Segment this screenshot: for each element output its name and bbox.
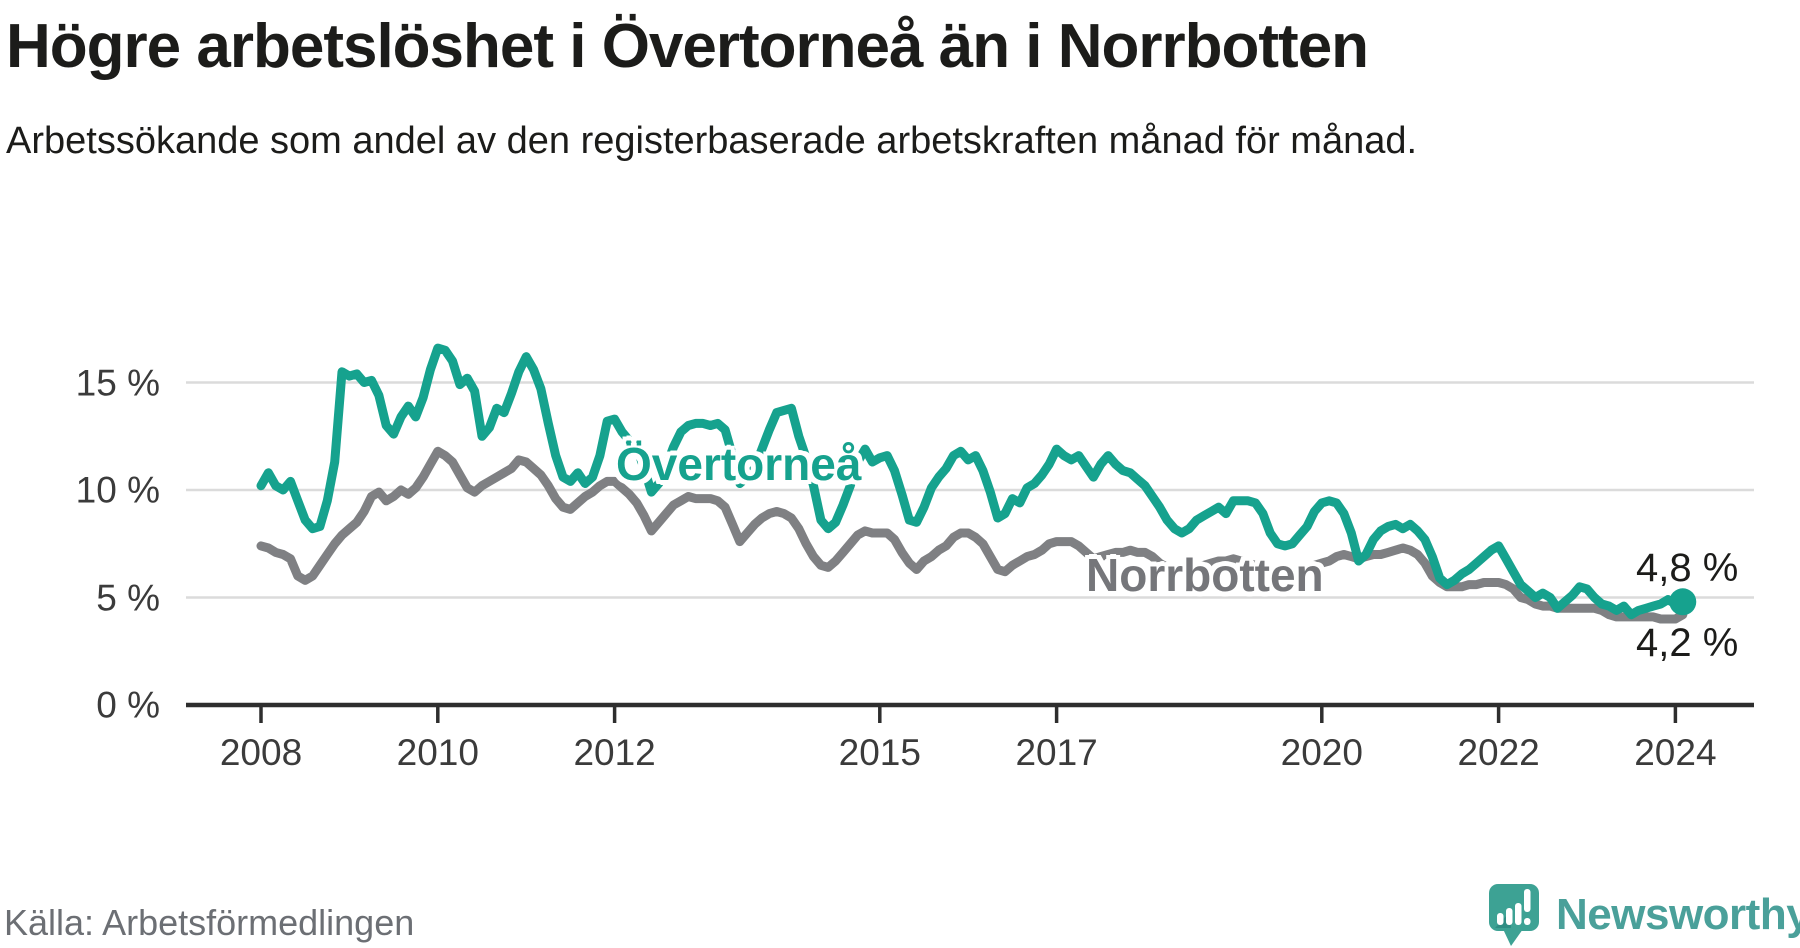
series-label-norrbotten: Norrbotten [1086, 549, 1324, 601]
y-tick-label: 10 % [75, 469, 160, 511]
newsworthy-logo-text: Newsworthy [1556, 890, 1800, 939]
x-tick-label: 2010 [396, 732, 479, 773]
x-tick-label: 2022 [1457, 732, 1540, 773]
x-tick-label: 2020 [1280, 732, 1363, 773]
series-label-overtornea: Övertorneå [616, 438, 862, 490]
x-tick-label: 2017 [1015, 732, 1098, 773]
end-value-label-norrbotten: 4,2 % [1636, 621, 1739, 665]
series-line-overtornea [256, 343, 1688, 620]
chart-title: Högre arbetslöshet i Övertorneå än i Nor… [6, 12, 1369, 81]
x-tick-label: 2024 [1634, 732, 1717, 773]
series-line-norrbotten [256, 446, 1688, 624]
source-note: Källa: Arbetsförmedlingen [4, 902, 415, 943]
end-point-marker [1669, 588, 1697, 616]
chart-subtitle: Arbetssökande som andel av den registerb… [6, 120, 1418, 162]
x-tick-label: 2015 [838, 732, 921, 773]
end-value-label-overtornea: 4,8 % [1636, 546, 1739, 590]
y-tick-label: 5 % [96, 577, 160, 618]
newsworthy-logo-icon [1489, 884, 1539, 946]
y-tick-label: 15 % [75, 362, 160, 403]
x-tick-label: 2008 [219, 732, 303, 773]
x-tick-label: 2012 [573, 732, 656, 773]
newsworthy-logo: Newsworthy [1488, 884, 1800, 948]
y-tick-label: 0 % [96, 684, 160, 726]
